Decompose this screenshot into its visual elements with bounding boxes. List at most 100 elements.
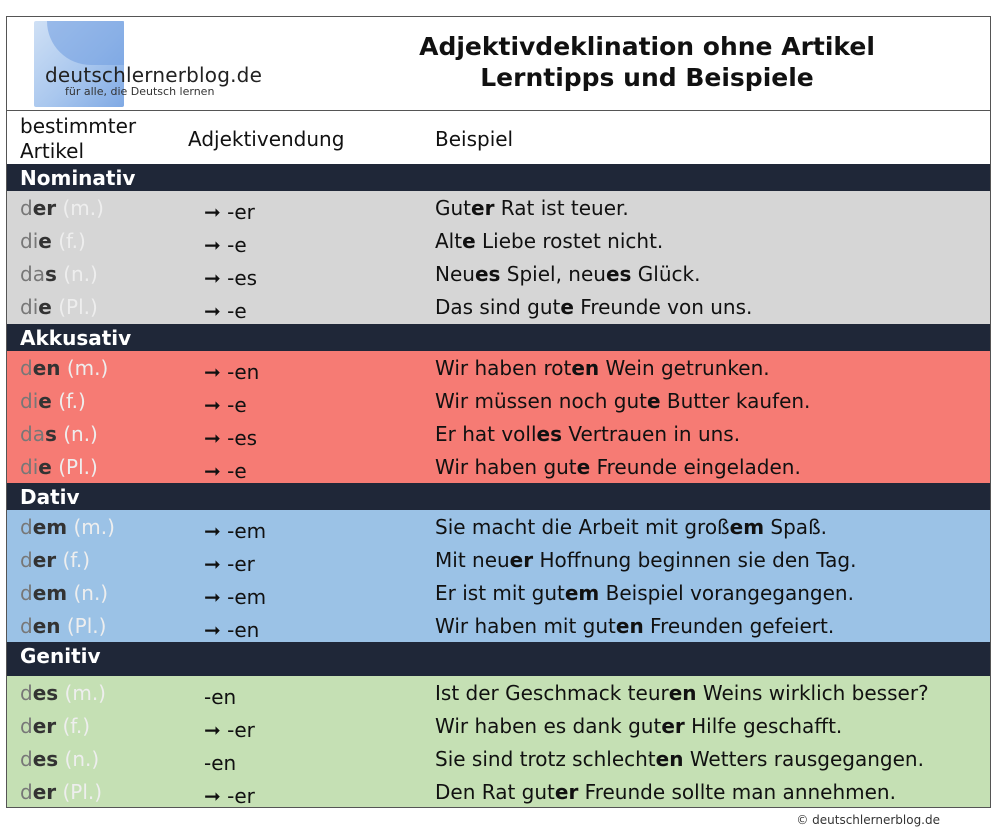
example-ending: en bbox=[615, 614, 644, 638]
example-cell: Den Rat guter Freunde sollte man annehme… bbox=[435, 780, 896, 804]
article-cell: dem (m.) bbox=[20, 515, 115, 539]
example-text: Weins wirklich besser? bbox=[696, 681, 929, 705]
example-cell: Wir haben es dank guter Hilfe geschafft. bbox=[435, 714, 842, 738]
table-row: die (Pl.) ➞ -e Wir haben gute Freunde eing… bbox=[7, 452, 990, 485]
example-text: Vertrauen in uns. bbox=[562, 422, 741, 446]
title-line-2: Lerntipps und Beispiele bbox=[480, 63, 814, 92]
gender-label: (m.) bbox=[64, 681, 106, 705]
example-ending: er bbox=[661, 714, 685, 738]
example-ending: en bbox=[655, 747, 684, 771]
arrow-right-icon: ➞ bbox=[204, 360, 221, 384]
table-row: die (Pl.) ➞ -e Das sind gute Freunde von u… bbox=[7, 292, 990, 325]
arrow-right-icon: ➞ bbox=[204, 784, 221, 808]
article-stem: d bbox=[20, 196, 33, 220]
example-cell: Wir haben gute Freunde eingeladen. bbox=[435, 455, 801, 479]
article-ending: en bbox=[32, 356, 61, 380]
example-ending: e bbox=[560, 295, 574, 319]
article-stem: di bbox=[20, 455, 39, 479]
article-ending: es bbox=[32, 681, 59, 705]
copyright-notice: © deutschlernerblog.de bbox=[796, 813, 940, 827]
gender-label: (n.) bbox=[64, 747, 100, 771]
example-ending: e bbox=[646, 389, 661, 413]
example-text: Er hat voll bbox=[435, 422, 537, 446]
ending-cell: ➞ -e bbox=[204, 459, 247, 483]
article-cell: der (f.) bbox=[20, 714, 90, 738]
article-ending: es bbox=[32, 747, 59, 771]
case-name: Genitiv bbox=[20, 644, 101, 668]
example-text: Mit neu bbox=[435, 548, 510, 572]
example-cell: Er hat volles Vertrauen in uns. bbox=[435, 422, 740, 446]
table-row: die (f.) ➞ -e Alte Liebe rostet nicht. bbox=[7, 226, 990, 259]
page-title: Adjektivdeklination ohne Artikel Lerntip… bbox=[387, 31, 907, 93]
table-row: den (Pl.) ➞ -en Wir haben mit guten Freund… bbox=[7, 611, 990, 644]
column-header-ending: Adjektivendung bbox=[188, 127, 345, 151]
example-text: Freunde von uns. bbox=[573, 295, 753, 319]
article-cell: das (n.) bbox=[20, 262, 98, 286]
article-ending: e bbox=[38, 455, 52, 479]
example-text: Liebe rostet nicht. bbox=[475, 229, 664, 253]
article-cell: den (Pl.) bbox=[20, 614, 106, 638]
gender-label: (f.) bbox=[62, 548, 91, 572]
arrow-right-icon: ➞ bbox=[204, 459, 221, 483]
gender-label: (n.) bbox=[63, 422, 98, 446]
article-cell: die (Pl.) bbox=[20, 295, 98, 319]
article-ending: s bbox=[44, 262, 57, 286]
gender-label: (m.) bbox=[66, 356, 109, 380]
case-name: Dativ bbox=[20, 485, 80, 509]
example-cell: Guter Rat ist teuer. bbox=[435, 196, 629, 220]
adjective-ending: -en bbox=[204, 685, 237, 709]
table-row: das (n.) ➞ -es Er hat volles Vertrauen in … bbox=[7, 419, 990, 452]
article-ending: e bbox=[38, 295, 52, 319]
article-cell: der (Pl.) bbox=[20, 780, 102, 804]
table-row: der (Pl.) ➞ -er Den Rat guter Freunde soll… bbox=[7, 777, 990, 808]
article-stem: d bbox=[20, 515, 33, 539]
article-stem: da bbox=[20, 262, 45, 286]
article-cell: des (n.) bbox=[20, 747, 99, 771]
table-row: den (m.) ➞ -en Wir haben roten Wein getrun… bbox=[7, 353, 990, 386]
example-text: Wetters rausgegangen. bbox=[683, 747, 924, 771]
table-header: deutschlernerblog.de für alle, die Deuts… bbox=[7, 17, 990, 111]
ending-cell: ➞ -e bbox=[204, 393, 247, 417]
table-row: die (f.) ➞ -e Wir müssen noch gute Butter … bbox=[7, 386, 990, 419]
example-text: Spaß. bbox=[764, 515, 828, 539]
example-ending: em bbox=[729, 515, 765, 539]
example-ending: e bbox=[576, 455, 591, 479]
arrow-right-icon: ➞ bbox=[204, 618, 221, 642]
ending-cell: ➞ -en bbox=[204, 360, 259, 384]
example-text: Wir haben es dank gut bbox=[435, 714, 662, 738]
example-text: Den Rat gut bbox=[435, 780, 555, 804]
article-ending: er bbox=[32, 714, 57, 738]
article-stem: d bbox=[20, 614, 33, 638]
arrow-right-icon: ➞ bbox=[204, 552, 221, 576]
gender-label: (m.) bbox=[62, 196, 104, 220]
example-text: Wir müssen noch gut bbox=[435, 389, 647, 413]
example-text: Ist der Geschmack teur bbox=[435, 681, 669, 705]
article-ending: er bbox=[32, 548, 57, 572]
arrow-right-icon: ➞ bbox=[204, 718, 221, 742]
example-text: Spiel, neu bbox=[500, 262, 606, 286]
example-text: Beispiel vorangegangen. bbox=[599, 581, 854, 605]
article-ending: er bbox=[32, 780, 57, 804]
ending-cell: -en bbox=[204, 751, 236, 775]
example-ending: er bbox=[554, 780, 579, 804]
ending-cell: ➞ -em bbox=[204, 585, 266, 609]
table-row: dem (n.) ➞ -em Er ist mit gutem Beispiel v… bbox=[7, 578, 990, 611]
example-cell: Sie sind trotz schlechten Wetters rausge… bbox=[435, 747, 924, 771]
section-nominativ: Nominativ der (m.) ➞ -er Guter Rat ist teue… bbox=[7, 164, 990, 327]
adjective-ending: -en bbox=[227, 360, 260, 384]
ending-cell: ➞ -er bbox=[204, 552, 255, 576]
example-text: Sie macht die Arbeit mit groß bbox=[435, 515, 730, 539]
gender-label: (n.) bbox=[73, 581, 109, 605]
example-text: Gut bbox=[435, 196, 472, 220]
table-row: das (n.) ➞ -es Neues Spiel, neues Glück. bbox=[7, 259, 990, 292]
example-cell: Er ist mit gutem Beispiel vorangegangen. bbox=[435, 581, 854, 605]
example-text: Wein getrunken. bbox=[599, 356, 770, 380]
case-header: Akkusativ bbox=[7, 324, 990, 351]
arrow-right-icon: ➞ bbox=[204, 299, 221, 323]
example-cell: Wir haben mit guten Freunden gefeiert. bbox=[435, 614, 834, 638]
article-stem: di bbox=[20, 229, 39, 253]
article-stem: d bbox=[20, 681, 33, 705]
adjective-ending: -e bbox=[227, 233, 247, 257]
arrow-right-icon: ➞ bbox=[204, 266, 221, 290]
gender-label: (Pl.) bbox=[58, 295, 98, 319]
